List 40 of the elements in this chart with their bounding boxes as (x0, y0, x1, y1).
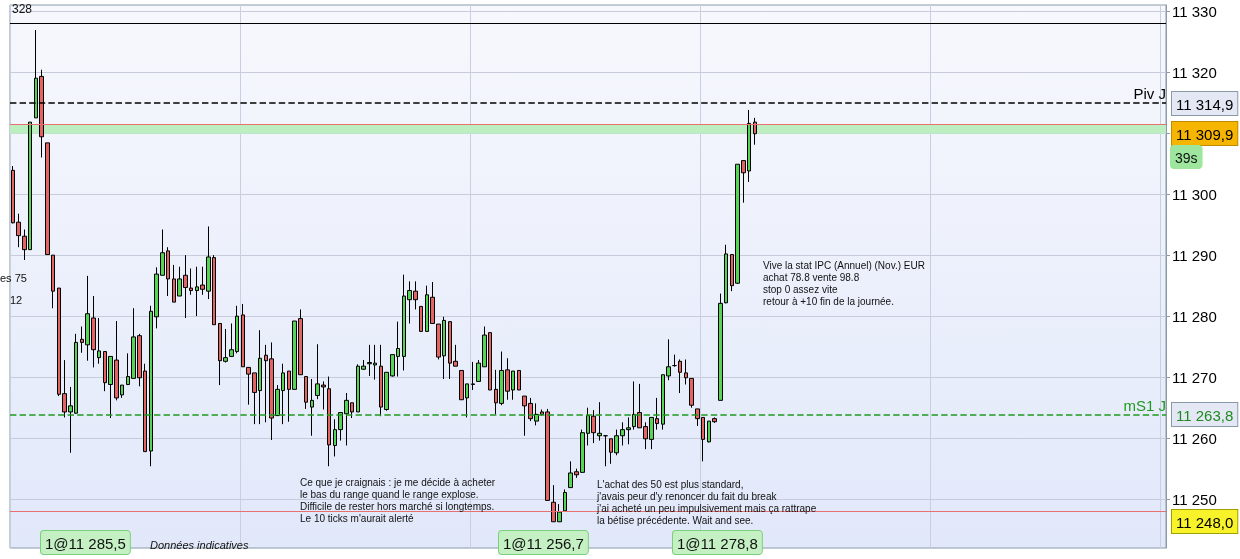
annotation: 1@11 256,7 (503, 534, 584, 552)
y-tick-label: 11 280 (1172, 307, 1217, 325)
ref-line-label: mS1 J (1123, 397, 1166, 414)
candlestick (97, 317, 101, 365)
candlestick (718, 293, 723, 401)
y-tick-label: 11 320 (1172, 63, 1217, 81)
text: 39s (1175, 149, 1198, 166)
annotation: 1@11 285,5 (45, 534, 126, 552)
annotation: 1@11 278,8 (677, 534, 758, 552)
y-tick-label: 11 260 (1172, 429, 1217, 447)
candlestick (304, 376, 308, 410)
annotation: Vive la stat IPC (Annuel) (Nov.) EUR achat 78.8 vente 98.8 stop 0 assez vite retour à +10 fin de la journée. (763, 259, 925, 307)
ref-line-label: Piv J (1133, 85, 1166, 103)
annotation: 12 (10, 293, 23, 306)
y-tick-label: 11 290 (1172, 246, 1217, 264)
candlestick (563, 488, 567, 512)
text: 11 314,9 (1176, 95, 1234, 113)
candlestick (310, 378, 314, 437)
candlestick (241, 303, 245, 368)
candlestick (597, 401, 602, 442)
candlestick (471, 361, 475, 391)
annotation: es 75 (0, 271, 27, 284)
annotation: Données indicatives (150, 538, 249, 551)
annotation: 328 (12, 2, 33, 16)
text: 11 248,0 (1176, 513, 1234, 531)
candlestick (724, 244, 728, 304)
annotation: Ce que je craignais : je me décide à acheter le bas du range quand le range explose. Difficile de rester hors marché si longtemps. Le 10 ticks m'aurait alerté (300, 476, 496, 524)
y-tick-label: 11 250 (1172, 490, 1217, 508)
y-tick-label: 11 330 (1172, 2, 1217, 20)
candlestick (684, 358, 688, 385)
annotation: L'achat des 50 est plus standard, j'avais peur d'y renoncer du fait du break j'ai acheté un peu impulsivement mais ça rattrape la bétise précédente. Wait and see. (596, 478, 817, 526)
y-tick-label: 11 300 (1172, 185, 1217, 203)
candlestick (689, 377, 694, 409)
candlestick (517, 369, 521, 391)
y-tick-label: 11 270 (1172, 368, 1217, 386)
candlestick (419, 305, 423, 332)
candlestick (327, 376, 331, 467)
candlestick (603, 434, 608, 467)
text: 11 263,8 (1176, 406, 1234, 424)
text: 11 309,9 (1176, 125, 1234, 143)
